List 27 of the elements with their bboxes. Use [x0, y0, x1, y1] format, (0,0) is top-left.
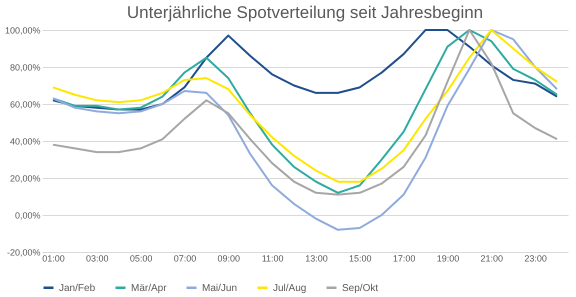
y-tick-label: 20,00%	[10, 174, 40, 184]
chart-title: Unterjährliche Spotverteilung seit Jahresbeginn	[126, 3, 484, 22]
x-tick-label: 17:00	[392, 254, 416, 264]
x-tick-label: 01:00	[42, 254, 65, 264]
x-tick-label: 05:00	[130, 254, 152, 264]
x-tick-label: 03:00	[86, 254, 109, 264]
y-tick-label: 40,00%	[10, 136, 40, 146]
legend-label: Sep/Okt	[342, 282, 378, 294]
legend-label: Jul/Aug	[273, 282, 306, 294]
x-tick-label: 09:00	[218, 254, 240, 264]
y-tick-label: 60,00%	[10, 100, 40, 110]
legend-label: Mai/Jun	[202, 282, 238, 294]
y-tick-label: 0,00%	[14, 210, 40, 220]
x-tick-label: 13:00	[305, 254, 328, 264]
x-tick-label: 19:00	[436, 254, 460, 264]
y-tick-label: 100,00%	[4, 26, 40, 36]
y-tick-label: -20,00%	[6, 248, 40, 258]
x-tick-label: 11:00	[262, 254, 284, 264]
x-tick-label: 21:00	[480, 254, 504, 264]
y-tick-label: 80,00%	[10, 62, 40, 72]
legend-label: Mär/Apr	[131, 282, 168, 294]
legend-label: Jan/Feb	[59, 282, 96, 294]
x-tick-label: 23:00	[524, 254, 547, 264]
x-tick-label: 15:00	[349, 254, 372, 264]
line-series	[52, 29, 558, 111]
x-tick-label: 07:00	[174, 254, 196, 264]
line-series	[52, 29, 558, 231]
